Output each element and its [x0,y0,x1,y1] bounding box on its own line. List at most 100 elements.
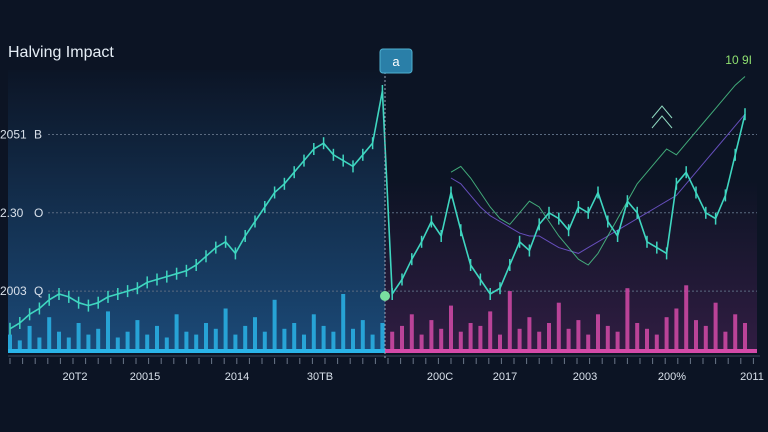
volume-bar [517,328,522,352]
volume-bar [507,291,512,352]
volume-bar [76,323,81,352]
volume-bar [96,328,101,352]
volume-bar [566,328,571,352]
volume-bar [213,328,218,352]
volume-bar [174,314,179,352]
up-chevron-icon [651,105,673,129]
volume-bar [743,323,747,352]
volume-bar [125,331,130,352]
volume-bar [86,334,91,352]
volume-bar [586,334,591,352]
volume-bar [135,320,140,352]
volume-bar [115,337,120,352]
pre-halving-area [8,70,385,352]
volume-bar [302,334,306,352]
volume-bar [47,317,52,352]
volume-bar [321,325,326,352]
volume-bar [635,323,640,352]
volume-bar [527,317,532,352]
volume-bar [106,311,110,352]
volume-bar [390,331,395,352]
x-tick-label: 20T2 [62,371,87,383]
volume-bar [664,317,669,352]
volume-bar [253,317,257,352]
volume-bar [684,285,689,352]
halving-point[interactable] [380,291,390,301]
volume-bar [282,328,287,352]
volume-bar [674,308,679,352]
x-tick-label: 2017 [493,371,517,383]
volume-bar [468,323,473,352]
volume-bar [556,302,561,352]
y-tick-marker: Q [34,284,43,298]
volume-bar [370,334,375,352]
volume-bar [360,320,365,352]
volume-bar [498,334,502,352]
series-price [9,90,746,330]
volume-bar [341,294,346,352]
halving-marker[interactable] [379,48,413,74]
x-tick-label: 2014 [225,371,249,383]
volume-bar [272,299,277,352]
peak-label: 10 9I [725,53,752,67]
series-overlay-green [450,76,746,266]
x-tick-label: 2003 [573,371,597,383]
volume-bar [262,331,267,352]
volume-bar [184,331,189,352]
volume-bar [164,337,169,352]
volume-bar [419,334,424,352]
chart-title: Halving Impact [8,44,114,61]
x-tick-label: 200% [658,371,686,383]
x-tick-label: 30TB [307,371,333,383]
volume-bar [37,337,42,352]
volume-bar [311,314,316,352]
volume-bar [625,288,630,352]
y-tick-label: 2051 [0,128,27,142]
volume-bar [233,334,238,352]
volume-bar [400,325,404,352]
volume-bar [292,323,297,352]
volume-bar [17,340,22,352]
x-tick-label: 20015 [130,371,161,383]
volume-bar [537,331,542,352]
volume-bar [596,314,600,352]
volume-bar [694,320,698,352]
x-tick-label: 2011 [740,371,764,383]
volume-bar [458,331,463,352]
volume-bar [478,325,483,352]
y-tick-label: 2003 [0,284,27,298]
volume-bar [547,323,551,352]
y-tick-label: 2.30 [0,206,24,220]
volume-bar [449,305,453,352]
volume-baseline-post [385,349,757,353]
volume-bar [615,331,620,352]
y-tick-marker: O [34,206,43,220]
volume-bar [654,334,659,352]
volume-bar [713,302,718,352]
volume-bar [57,331,61,352]
halving-marker-label: a [392,54,400,69]
volume-bar [27,325,32,352]
volume-bar [223,308,228,352]
volume-bar [331,331,336,352]
volume-bar [409,314,414,352]
volume-bar [576,320,581,352]
volume-bar [204,323,208,352]
y-tick-marker: B [34,128,42,142]
volume-bar [351,328,355,352]
volume-bar [8,334,12,352]
volume-bar [605,325,610,352]
x-tick-label: 200C [427,371,453,383]
volume-bar [645,328,649,352]
volume-bar [155,325,159,352]
volume-bar [429,320,434,352]
volume-baseline-pre [8,349,385,353]
series-overlay-purple [450,113,746,254]
volume-bar [733,314,738,352]
volume-bar [439,328,444,352]
volume-bar [723,331,728,352]
volume-bar [380,323,385,352]
volume-bar [243,325,248,352]
post-halving-area [385,180,757,352]
